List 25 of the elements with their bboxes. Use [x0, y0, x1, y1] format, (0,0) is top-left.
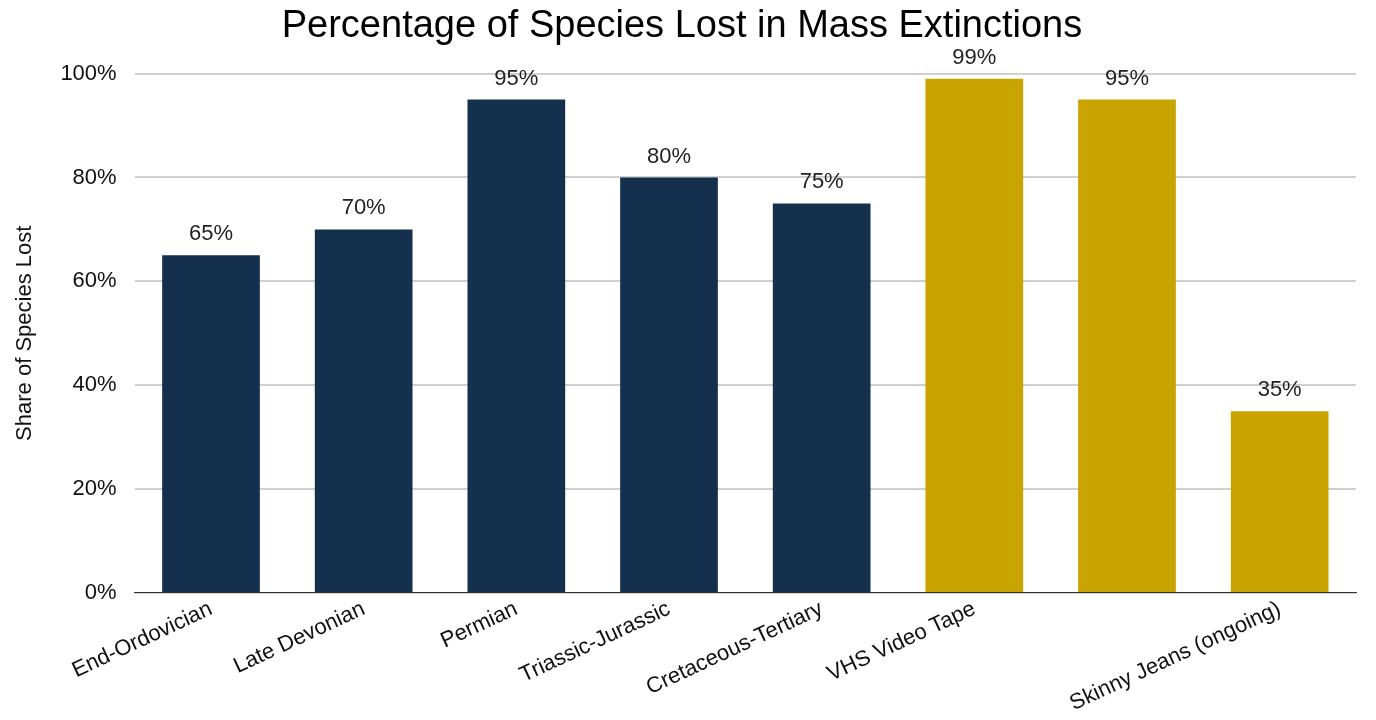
bar [1078, 99, 1176, 592]
x-tick-label: VHS Video Tape [822, 595, 980, 686]
bar [162, 255, 260, 592]
y-axis-title: Share of Species Lost [11, 225, 37, 441]
data-label: 99% [952, 43, 997, 69]
bar [467, 99, 566, 592]
y-tick-label: 0% [84, 578, 117, 604]
bar [1230, 411, 1329, 592]
data-label: 65% [188, 220, 234, 246]
data-label: 75% [799, 168, 844, 194]
bar [620, 177, 718, 592]
data-label: 95% [1104, 64, 1150, 90]
data-label: 80% [646, 142, 692, 168]
bar [314, 229, 413, 592]
data-label: 35% [1257, 376, 1302, 402]
chart-title: Percentage of Species Lost in Mass Extinctions [281, 3, 1083, 46]
data-label: 70% [341, 194, 386, 220]
y-tick-label: 80% [72, 163, 117, 189]
y-tick-label: 40% [72, 371, 117, 397]
y-tick-label: 20% [72, 475, 117, 501]
data-label: 95% [494, 64, 539, 90]
bar [772, 203, 871, 592]
bar [925, 78, 1024, 592]
y-tick-label: 60% [72, 267, 117, 293]
y-tick-label: 100% [60, 59, 117, 85]
